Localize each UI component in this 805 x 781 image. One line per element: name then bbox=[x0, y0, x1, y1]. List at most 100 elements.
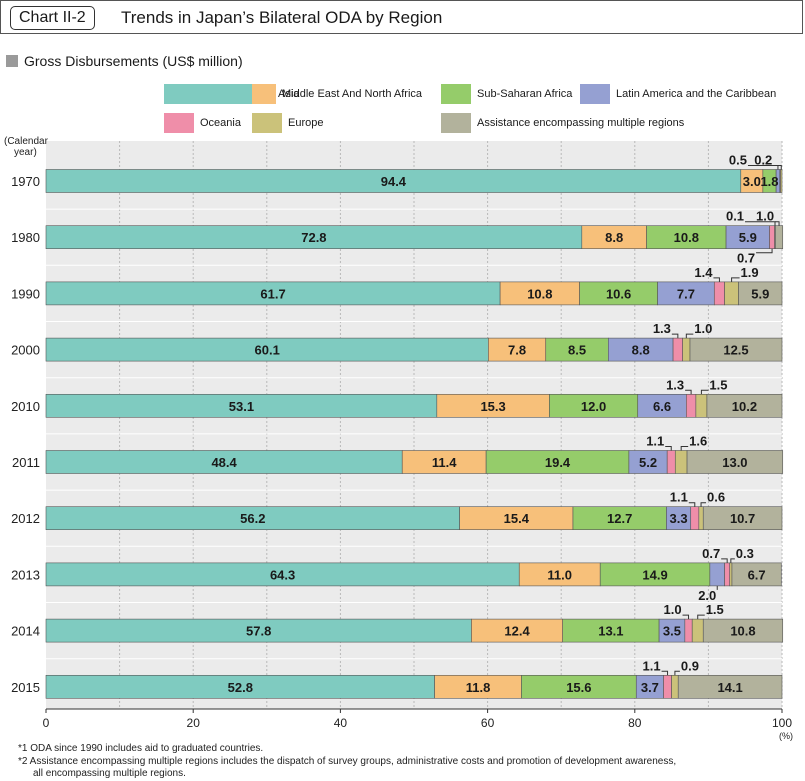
data-label: 11.0 bbox=[547, 567, 572, 582]
data-label: 0.5 bbox=[729, 153, 747, 168]
legend-item-ssa: Sub-Saharan Africa bbox=[441, 84, 572, 104]
x-tick-label: 100 bbox=[772, 716, 792, 730]
footnote-1: *1 ODA since 1990 includes aid to gradua… bbox=[18, 743, 264, 754]
chart-title: Trends in Japan’s Bilateral ODA by Regio… bbox=[121, 8, 443, 27]
bar-segment bbox=[702, 618, 784, 643]
data-label: 1.0 bbox=[663, 602, 681, 617]
data-label: 10.6 bbox=[606, 286, 631, 301]
bar-segment bbox=[724, 281, 739, 306]
data-label: 12.0 bbox=[581, 399, 606, 414]
data-label: 11.4 bbox=[432, 455, 457, 470]
leader-line bbox=[700, 502, 707, 507]
data-label: 0.6 bbox=[707, 490, 725, 505]
legend-swatch bbox=[252, 84, 276, 104]
data-label: 1.3 bbox=[653, 321, 671, 336]
bar-segment bbox=[698, 506, 704, 531]
data-label: 48.4 bbox=[211, 455, 237, 470]
data-label: 0.1 bbox=[726, 209, 744, 224]
data-label: 12.7 bbox=[607, 511, 632, 526]
chart-subtitle: Gross Disbursements (US$ million) bbox=[6, 52, 243, 70]
bar-segment bbox=[775, 225, 784, 249]
data-label: 64.3 bbox=[270, 567, 295, 582]
legend-swatch bbox=[252, 113, 282, 133]
data-label: 72.8 bbox=[301, 230, 326, 245]
data-label: 0.2 bbox=[754, 153, 772, 168]
bar-segment bbox=[691, 618, 704, 643]
data-label: 3.0 bbox=[743, 174, 761, 189]
y-tick-label: 2014 bbox=[11, 624, 40, 639]
y-tick-label: 2015 bbox=[11, 680, 40, 695]
data-label: 56.2 bbox=[240, 511, 265, 526]
bar-segment bbox=[689, 337, 783, 362]
data-label: 1.1 bbox=[643, 658, 661, 673]
y-axis-label: (Calendar year) bbox=[4, 136, 49, 158]
bar-segment bbox=[729, 562, 733, 587]
chart-header: Chart II-2 Trends in Japan’s Bilateral O… bbox=[0, 0, 803, 34]
leader-line bbox=[700, 389, 709, 395]
data-label: 1.8 bbox=[760, 174, 778, 189]
bar-segment bbox=[713, 281, 725, 306]
data-label: 94.4 bbox=[381, 174, 407, 189]
data-label: 1.5 bbox=[709, 377, 727, 392]
data-label: 8.8 bbox=[632, 343, 650, 358]
legend-swatch bbox=[164, 113, 194, 133]
y-tick-label: 1980 bbox=[11, 230, 40, 245]
x-axis-unit-label: (%) bbox=[779, 731, 793, 741]
y-tick-label: 1990 bbox=[11, 286, 40, 301]
y-tick-label: 2010 bbox=[11, 399, 40, 414]
bar-segment bbox=[706, 393, 783, 418]
data-label: 0.9 bbox=[681, 658, 699, 673]
leader-line bbox=[682, 614, 690, 620]
leader-line bbox=[685, 389, 692, 395]
data-label: 10.8 bbox=[527, 286, 552, 301]
footnote-2-cont: all encompassing multiple regions. bbox=[33, 768, 186, 779]
y-tick-label: 1970 bbox=[11, 174, 40, 189]
data-label: 8.5 bbox=[568, 343, 586, 358]
legend-swatch bbox=[441, 84, 471, 104]
leader-line bbox=[713, 277, 720, 282]
y-tick-label: 2013 bbox=[11, 567, 40, 582]
legend-label: Oceania bbox=[200, 117, 241, 129]
bar-segment bbox=[738, 281, 783, 306]
leader-line bbox=[745, 221, 776, 226]
leader-line bbox=[756, 248, 773, 254]
legend-item-lac: Latin America and the Caribbean bbox=[580, 84, 776, 104]
data-label: 3.7 bbox=[641, 680, 659, 695]
legend-item-europe: Europe bbox=[252, 113, 323, 133]
subtitle-marker-icon bbox=[6, 55, 18, 67]
legend-label: Asia bbox=[278, 88, 300, 100]
data-label: 1.1 bbox=[670, 490, 688, 505]
legend-label: Middle East And North Africa bbox=[282, 88, 423, 100]
subtitle-text: Gross Disbursements (US$ million) bbox=[24, 53, 243, 69]
legend-label: Latin America and the Caribbean bbox=[616, 88, 777, 100]
bar-segment bbox=[677, 674, 783, 699]
data-label: 14.1 bbox=[717, 680, 742, 695]
bar-segment bbox=[769, 225, 775, 249]
data-label: 13.0 bbox=[722, 455, 747, 470]
bar-segment bbox=[672, 337, 683, 362]
data-label: 1.0 bbox=[694, 321, 712, 336]
leader-line bbox=[697, 614, 705, 620]
legend-item-oceania: Oceania bbox=[164, 113, 241, 133]
data-label: 19.4 bbox=[545, 455, 571, 470]
x-tick-label: 80 bbox=[628, 716, 642, 730]
bar-segment bbox=[686, 450, 784, 474]
bar-segment bbox=[709, 562, 725, 587]
data-label: 3.5 bbox=[663, 624, 681, 639]
data-label: 0.3 bbox=[736, 546, 754, 561]
bar-segment bbox=[695, 393, 708, 418]
data-label: 6.6 bbox=[653, 399, 671, 414]
data-label: 57.8 bbox=[246, 624, 271, 639]
leader-line bbox=[674, 670, 680, 676]
bar-segment bbox=[702, 506, 783, 531]
y-tick-label: 2000 bbox=[11, 343, 40, 358]
bar-segment bbox=[690, 506, 700, 531]
data-label: 12.4 bbox=[504, 624, 530, 639]
data-label: 12.5 bbox=[723, 343, 748, 358]
leader-line bbox=[775, 221, 780, 226]
data-label: 0.7 bbox=[702, 546, 720, 561]
data-label: 11.8 bbox=[466, 680, 491, 695]
y-tick-label: 2012 bbox=[11, 511, 40, 526]
data-label: 10.2 bbox=[732, 399, 757, 414]
